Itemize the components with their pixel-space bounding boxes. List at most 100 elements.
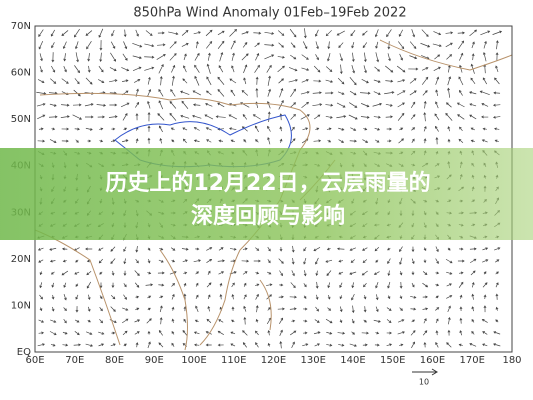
wind-arrow (49, 259, 56, 263)
wind-arrow (171, 306, 175, 311)
wind-arrow (363, 283, 367, 288)
wind-arrow (471, 53, 475, 61)
wind-arrow (482, 331, 488, 335)
wind-arrow (123, 29, 127, 38)
wind-arrow (387, 53, 391, 62)
wind-arrow (243, 316, 247, 325)
wind-arrow (98, 247, 104, 251)
wind-arrow (421, 76, 429, 85)
wind-arrow (493, 343, 501, 347)
wind-arrow (423, 259, 427, 264)
wind-arrow (494, 247, 501, 251)
wind-arrow (255, 342, 259, 348)
wind-arrow (60, 115, 70, 119)
wind-arrow (132, 55, 142, 60)
wind-arrow (194, 319, 199, 323)
wind-arrow (396, 65, 406, 73)
wind-arrow (254, 42, 260, 48)
wind-arrow (325, 259, 333, 263)
wind-arrow (469, 343, 477, 347)
wind-arrow (447, 76, 452, 86)
wind-arrow (277, 30, 285, 36)
wind-arrow (315, 257, 319, 265)
wind-arrow (242, 271, 248, 275)
wind-arrow (315, 41, 319, 50)
wind-arrow (255, 87, 259, 98)
wind-arrow (278, 258, 284, 264)
wind-arrow (37, 139, 46, 143)
wind-arrow (159, 317, 163, 325)
wind-arrow (303, 295, 307, 299)
wind-arrow (48, 115, 58, 119)
wind-arrow (315, 306, 319, 312)
wind-arrow (157, 31, 165, 35)
wind-arrow (38, 331, 45, 335)
wind-arrow (75, 259, 79, 263)
wind-arrow (435, 271, 440, 275)
wind-arrow (99, 307, 103, 312)
wind-arrow (145, 30, 153, 36)
wind-arrow (387, 270, 391, 277)
wind-arrow (38, 127, 44, 131)
wind-arrow (303, 283, 307, 288)
wind-arrow (99, 319, 104, 324)
wind-arrow (109, 319, 117, 324)
wind-arrow (301, 101, 310, 108)
wind-arrow (362, 343, 368, 347)
wind-arrow (218, 247, 224, 251)
wind-arrow (387, 258, 391, 265)
wind-arrow (230, 89, 236, 97)
wind-arrow (61, 103, 70, 107)
wind-arrow (266, 100, 271, 109)
wind-arrow (241, 31, 249, 35)
wind-arrow (267, 307, 271, 311)
wind-arrow (300, 114, 310, 120)
wind-arrow (483, 294, 487, 299)
wind-arrow (158, 329, 163, 336)
wind-arrow (313, 139, 322, 143)
wind-arrow (158, 342, 164, 348)
wind-arrow (435, 295, 439, 299)
wind-arrow (171, 139, 175, 143)
wind-arrow (134, 270, 140, 277)
wind-arrow (156, 54, 166, 60)
wind-arrow (279, 138, 283, 143)
wind-arrow (423, 318, 427, 324)
wind-arrow (193, 331, 200, 335)
wind-arrow (387, 41, 391, 50)
wind-arrow (38, 319, 45, 323)
lon-label: 80E (105, 355, 124, 366)
wind-arrow (349, 271, 357, 275)
wind-arrow (181, 29, 189, 36)
wind-arrow (459, 317, 463, 324)
wind-arrow (279, 126, 283, 132)
wind-arrow (290, 54, 297, 60)
wind-arrow (255, 247, 260, 251)
wind-arrow (482, 127, 487, 131)
wind-arrow (337, 331, 346, 335)
wind-arrow (242, 330, 248, 336)
wind-arrow (193, 259, 201, 263)
wind-arrow (421, 29, 429, 37)
wind-arrow (62, 41, 67, 50)
wind-arrow (99, 139, 104, 143)
wind-arrow (205, 29, 213, 37)
wind-arrow (362, 259, 368, 263)
wind-arrow (351, 52, 355, 62)
wind-arrow (50, 29, 55, 37)
wind-arrow (97, 115, 105, 119)
wind-arrow (206, 258, 213, 263)
wind-arrow (74, 331, 80, 336)
wind-arrow (122, 53, 128, 61)
wind-arrow (110, 343, 116, 347)
wind-arrow (362, 247, 368, 251)
wind-arrow (459, 52, 464, 61)
wind-arrow (350, 30, 356, 37)
wind-arrow (411, 246, 415, 253)
wind-arrow (471, 293, 475, 300)
wind-arrow (338, 343, 345, 347)
wind-arrow (255, 53, 260, 61)
wind-arrow (132, 66, 142, 71)
wind-arrow (289, 295, 297, 299)
wind-arrow (72, 114, 83, 120)
